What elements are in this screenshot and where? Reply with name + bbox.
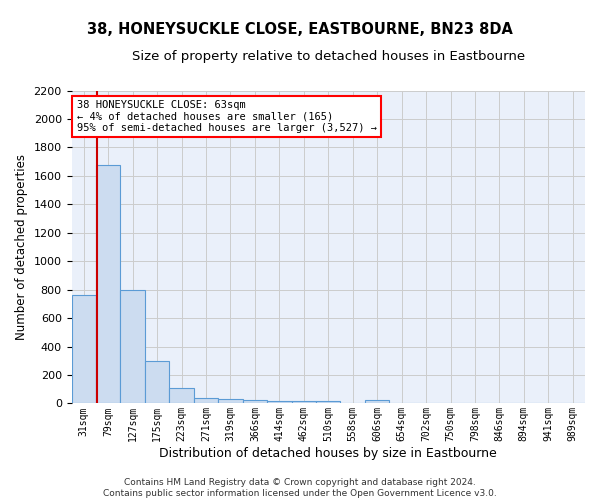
Bar (365, 400, 389, 404)
Text: 38, HONEYSUCKLE CLOSE, EASTBOURNE, BN23 8DA: 38, HONEYSUCKLE CLOSE, EASTBOURNE, BN23 … (87, 22, 513, 38)
Bar (242, 400, 267, 404)
Bar (145, 362, 169, 404)
X-axis label: Distribution of detached houses by size in Eastbourne: Distribution of detached houses by size … (160, 447, 497, 460)
Text: Contains HM Land Registry data © Crown copyright and database right 2024.
Contai: Contains HM Land Registry data © Crown c… (103, 478, 497, 498)
Y-axis label: Number of detached properties: Number of detached properties (15, 154, 28, 340)
Bar (169, 388, 194, 404)
Bar (316, 400, 340, 404)
Text: 38 HONEYSUCKLE CLOSE: 63sqm
← 4% of detached houses are smaller (165)
95% of sem: 38 HONEYSUCKLE CLOSE: 63sqm ← 4% of deta… (77, 100, 377, 133)
Bar (218, 400, 242, 404)
Bar (71, 296, 96, 404)
Bar (292, 402, 316, 404)
Title: Size of property relative to detached houses in Eastbourne: Size of property relative to detached ho… (132, 50, 525, 63)
Bar (267, 400, 292, 404)
Bar (194, 398, 218, 404)
Bar (121, 290, 145, 404)
Bar (96, 164, 121, 404)
